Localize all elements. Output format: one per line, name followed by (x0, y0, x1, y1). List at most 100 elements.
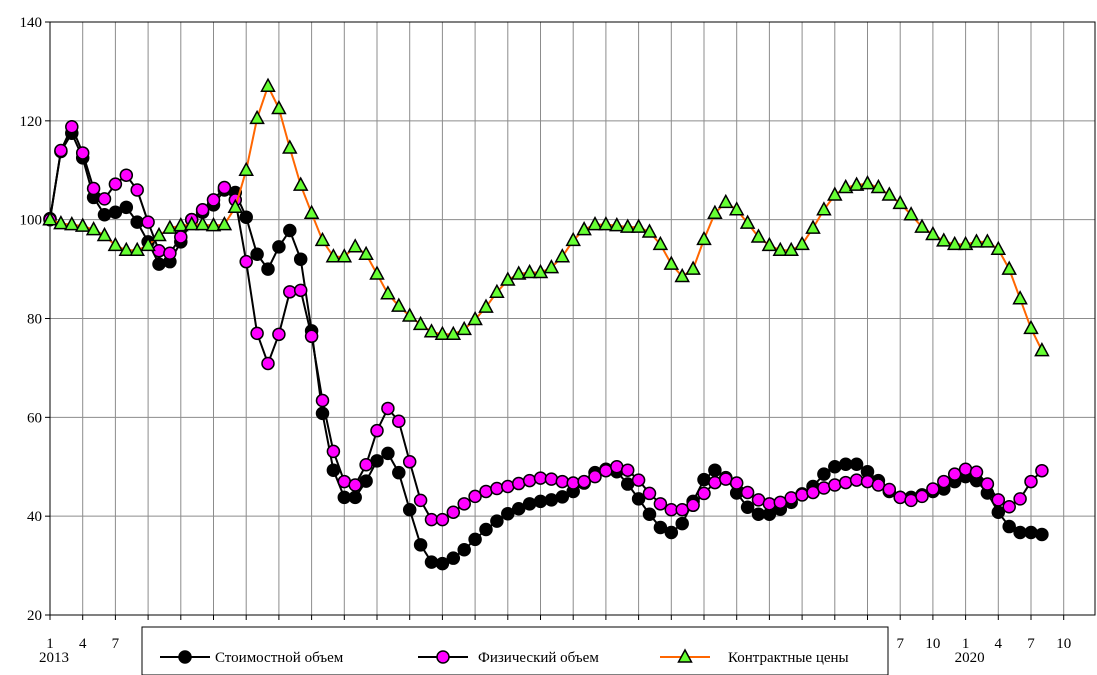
data-point (283, 285, 297, 299)
y-tick-label: 140 (20, 15, 43, 31)
data-point (739, 214, 756, 229)
data-point (555, 474, 570, 489)
data-point (653, 497, 668, 511)
data-point (97, 192, 112, 206)
data-point (543, 259, 560, 274)
data-point (261, 356, 275, 371)
data-point (958, 462, 973, 476)
data-point (107, 236, 124, 252)
data-point (685, 260, 701, 275)
data-point (86, 181, 101, 196)
data-point (990, 240, 1007, 256)
data-point (544, 493, 559, 507)
data-point (761, 236, 778, 252)
data-point (282, 139, 298, 154)
data-point (696, 230, 712, 246)
data-point (903, 206, 919, 221)
data-point (555, 490, 570, 504)
data-point (304, 329, 319, 344)
data-point (326, 463, 341, 477)
data-point (348, 490, 362, 505)
data-point (1013, 492, 1027, 506)
data-point (533, 471, 548, 485)
x-year-label: 2020 (955, 650, 985, 666)
y-tick-label: 80 (27, 312, 42, 328)
data-point (293, 252, 308, 266)
data-point (609, 217, 625, 232)
data-point (119, 168, 134, 182)
data-point (652, 235, 669, 251)
data-point (283, 223, 297, 238)
data-point (828, 478, 842, 492)
data-point (1024, 474, 1038, 489)
data-point (446, 505, 461, 519)
data-point (392, 465, 406, 480)
data-point (1012, 290, 1028, 305)
data-point (588, 469, 602, 484)
data-point (303, 204, 320, 219)
data-point (914, 218, 930, 233)
data-point (663, 255, 680, 270)
data-point (75, 146, 90, 160)
data-point (65, 120, 79, 134)
y-tick-label: 120 (20, 114, 43, 130)
data-point (728, 201, 745, 216)
data-point (130, 183, 144, 197)
x-tick-label: 7 (112, 636, 120, 652)
data-point (272, 240, 286, 254)
data-point (533, 494, 548, 509)
legend-marker (436, 650, 450, 664)
data-point (227, 198, 244, 214)
y-tick-label: 40 (27, 509, 42, 525)
data-point (250, 326, 264, 341)
data-point (370, 423, 384, 438)
data-point (991, 493, 1006, 507)
data-point (828, 460, 842, 474)
data-point (750, 228, 767, 243)
data-point (490, 514, 504, 528)
data-point (325, 248, 342, 263)
data-point (358, 245, 374, 261)
data-point (859, 175, 876, 190)
data-point (468, 489, 482, 504)
data-point (336, 248, 353, 263)
data-point (381, 446, 395, 461)
data-point (892, 194, 908, 210)
data-point (467, 310, 483, 326)
data-point (522, 497, 537, 511)
data-point (817, 481, 831, 495)
data-point (64, 216, 80, 231)
data-point (162, 219, 178, 234)
data-point (457, 543, 471, 557)
data-point (54, 143, 68, 158)
data-point (587, 216, 603, 231)
data-point (74, 217, 91, 232)
data-point (435, 556, 450, 571)
data-point (653, 520, 668, 535)
data-point (1035, 463, 1049, 478)
data-point (565, 231, 581, 247)
data-point (882, 482, 897, 497)
data-point (108, 205, 123, 220)
data-point (936, 232, 952, 247)
data-point (991, 505, 1006, 519)
data-point (1023, 319, 1039, 335)
data-point (381, 401, 395, 416)
data-point (554, 248, 571, 263)
data-point (795, 488, 809, 502)
data-point (783, 241, 799, 257)
data-point (849, 473, 864, 487)
data-point (708, 463, 722, 477)
data-point (216, 216, 233, 231)
data-point (642, 507, 657, 521)
data-point (293, 283, 308, 298)
data-point (206, 193, 221, 207)
data-point (239, 210, 253, 224)
data-point (631, 492, 646, 506)
data-point (686, 498, 700, 513)
data-point (445, 325, 462, 341)
data-point (631, 473, 646, 487)
data-point (119, 200, 134, 215)
data-point (435, 512, 450, 527)
